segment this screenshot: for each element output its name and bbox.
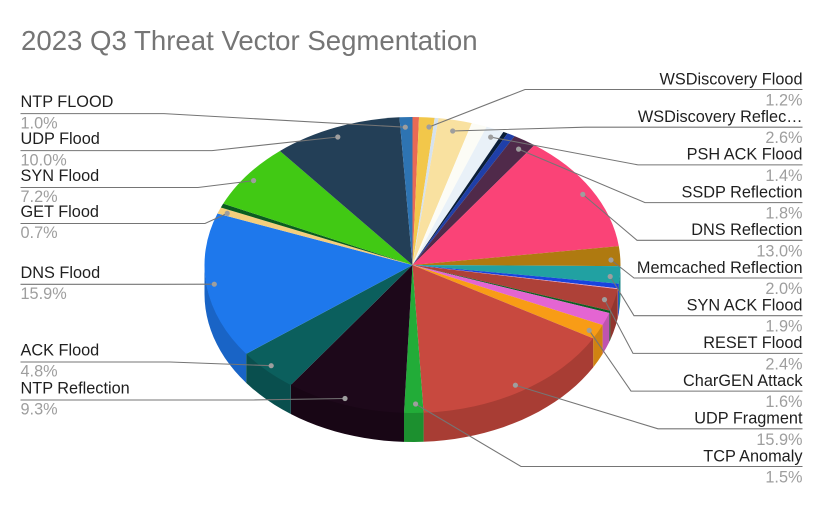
svg-text:CharGEN Attack: CharGEN Attack <box>683 372 803 390</box>
svg-text:10.0%: 10.0% <box>21 151 67 169</box>
svg-text:DNS Reflection: DNS Reflection <box>691 221 802 239</box>
svg-text:1.8%: 1.8% <box>765 205 802 223</box>
svg-text:15.9%: 15.9% <box>756 431 802 449</box>
svg-text:1.4%: 1.4% <box>765 167 802 185</box>
svg-text:9.3%: 9.3% <box>21 401 58 419</box>
svg-text:UDP Fragment: UDP Fragment <box>694 410 803 428</box>
svg-text:TCP Anomaly: TCP Anomaly <box>703 447 803 465</box>
svg-text:RESET Flood: RESET Flood <box>703 334 802 352</box>
svg-text:1.2%: 1.2% <box>765 92 802 110</box>
svg-text:0.7%: 0.7% <box>21 224 58 242</box>
svg-text:4.8%: 4.8% <box>21 363 58 381</box>
svg-text:NTP FLOOD: NTP FLOOD <box>21 93 114 111</box>
svg-text:UDP Flood: UDP Flood <box>21 130 100 148</box>
svg-text:1.9%: 1.9% <box>765 318 802 336</box>
svg-text:PSH ACK Flood: PSH ACK Flood <box>687 146 803 164</box>
svg-text:1.6%: 1.6% <box>765 393 802 411</box>
svg-text:2023 Q3 Threat Vector Segmenta: 2023 Q3 Threat Vector Segmentation <box>21 25 478 56</box>
svg-text:NTP Reflection: NTP Reflection <box>21 380 130 398</box>
svg-text:DNS Flood: DNS Flood <box>21 264 101 282</box>
svg-text:2.4%: 2.4% <box>765 355 802 373</box>
svg-text:1.5%: 1.5% <box>765 469 802 487</box>
svg-text:2.6%: 2.6% <box>765 129 802 147</box>
svg-text:13.0%: 13.0% <box>756 242 802 260</box>
svg-text:2.0%: 2.0% <box>765 280 802 298</box>
svg-text:Memcached Reflection: Memcached Reflection <box>637 259 803 277</box>
svg-text:15.9%: 15.9% <box>21 285 67 303</box>
svg-text:ACK Flood: ACK Flood <box>21 342 100 360</box>
svg-text:1.0%: 1.0% <box>21 114 58 132</box>
svg-text:7.2%: 7.2% <box>21 188 58 206</box>
svg-text:WSDiscovery Reflec…: WSDiscovery Reflec… <box>638 108 803 126</box>
svg-text:GET Flood: GET Flood <box>21 203 99 221</box>
svg-text:WSDiscovery Flood: WSDiscovery Flood <box>660 70 803 88</box>
svg-text:SYN Flood: SYN Flood <box>21 167 100 185</box>
svg-text:SYN ACK Flood: SYN ACK Flood <box>687 297 803 315</box>
svg-text:SSDP Reflection: SSDP Reflection <box>682 183 803 201</box>
